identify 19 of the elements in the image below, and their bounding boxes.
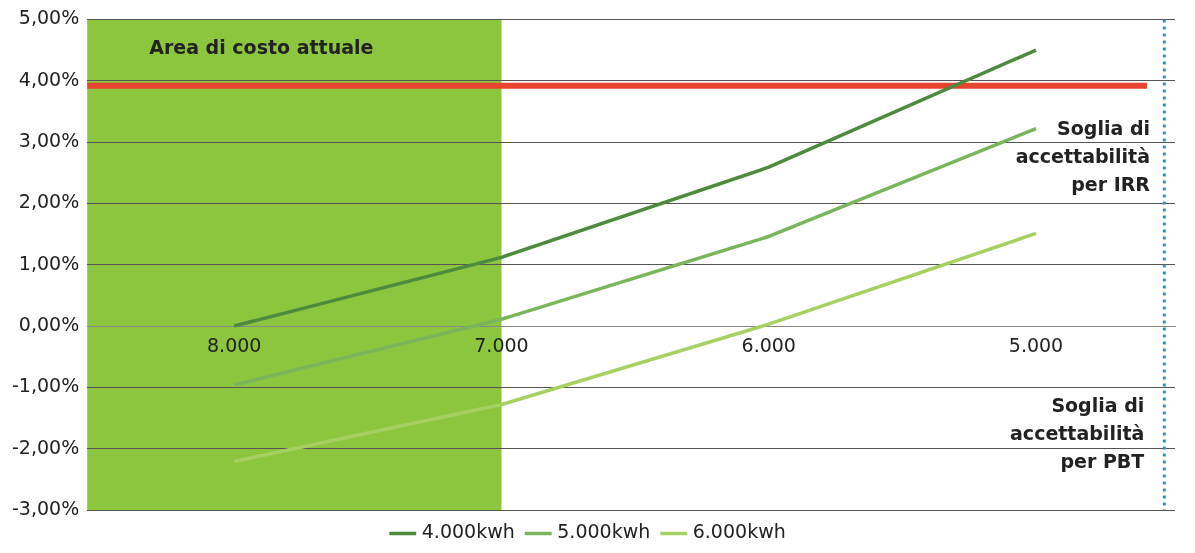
legend-label: 6.000kwh [692,520,786,543]
x-tick-label: 8.000 [207,334,262,357]
ref-line-label: Soglia di accettabilità per IRR [1015,116,1151,195]
x-tick-label: 5.000 [1008,334,1064,357]
band-label: Area di costo attuale [149,36,374,59]
legend-label: 4.000kwh [421,520,515,543]
legend-label: 5.000kwh [557,520,651,543]
y-tick-label: -3,00% [12,496,80,519]
x-tick-label: 7.000 [474,334,529,357]
y-tick-label: -2,00% [12,435,80,458]
y-tick-label: 5,00% [18,6,80,29]
y-tick-label: 2,00% [18,190,80,213]
y-tick-label: 3,00% [18,128,80,151]
y-tick-label: 4,00% [18,67,80,90]
y-tick-label: -1,00% [12,374,80,397]
x-tick-label: 6.000 [741,334,796,357]
y-tick-label: 1,00% [18,251,80,274]
y-tick-label: 0,00% [18,312,80,335]
ref-line-label: Soglia di accettabilità per PBT [1010,394,1145,473]
